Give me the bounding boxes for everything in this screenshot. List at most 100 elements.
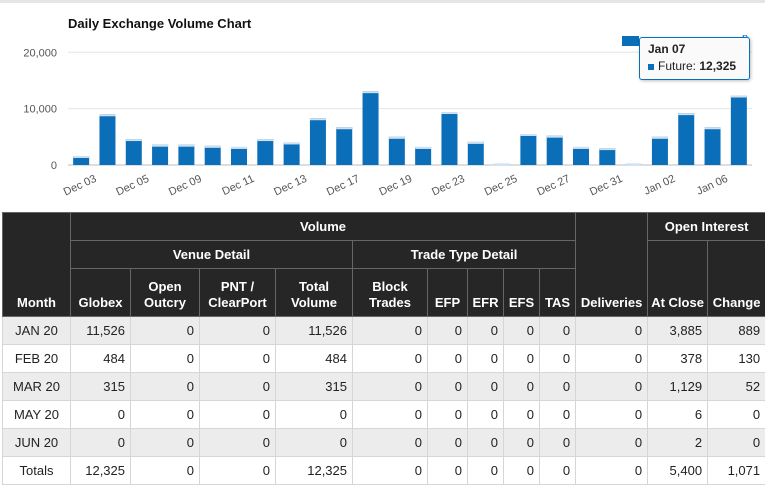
bar: [125, 139, 142, 165]
bar: [520, 134, 537, 165]
table-cell: 0: [575, 372, 649, 401]
table-cell: 0: [427, 428, 468, 457]
row-label: FEB 20: [2, 344, 71, 373]
bar: [573, 146, 589, 165]
bar-cap: [625, 163, 642, 166]
x-tick-label: Dec 27: [535, 173, 572, 199]
table-row: Totals 12,325 0 0 12,325 0 0 0 0 0 0 5,400 1,071: [2, 456, 765, 485]
table-cell: 0: [130, 316, 200, 345]
bar: [415, 146, 432, 165]
bar-cap: [573, 146, 589, 149]
table-cell: 0: [538, 400, 577, 429]
table-cell: 0: [503, 372, 540, 401]
table-cell: 0: [352, 316, 428, 345]
table-cell: 0: [538, 316, 577, 345]
table-cell: 0: [467, 372, 504, 401]
bar-cap: [388, 136, 405, 139]
x-tick-label: Dec 25: [483, 173, 520, 199]
bar: [73, 155, 90, 165]
x-tick-label: Dec 17: [325, 173, 362, 199]
bar: [651, 136, 668, 165]
table-cell: 0: [467, 400, 504, 429]
bar-cap: [362, 91, 379, 94]
table-cell: 2: [647, 428, 709, 457]
table-cell: 0: [130, 428, 200, 457]
table-cell: 0: [575, 400, 649, 429]
bar-cap: [494, 163, 511, 166]
table-row: MAY 20 0 0 0 0 0 0 0 0 0 0 6 0: [2, 400, 765, 429]
table-cell: 6: [647, 400, 709, 429]
bar-cap: [651, 136, 668, 139]
bar: [178, 144, 195, 165]
table-cell: 315: [70, 372, 131, 401]
bar-cap: [309, 118, 326, 121]
table-body: JAN 20 11,526 0 0 11,526 0 0 0 0 0 0 3,885 889 FEB 20…: [2, 316, 765, 485]
row-label: JUN 20: [2, 428, 71, 457]
table-cell: 0: [503, 344, 540, 373]
bar: [283, 142, 300, 165]
legend-swatch[interactable]: [622, 36, 639, 46]
bar-cap: [125, 139, 142, 142]
table-cell: 0: [575, 428, 649, 457]
tooltip-series-marker: [648, 63, 654, 70]
bar: [152, 144, 169, 165]
table-cell: 1,071: [707, 456, 765, 485]
table-cell: 0: [427, 372, 468, 401]
row-label: Totals: [2, 456, 71, 485]
table-cell: 3,885: [647, 316, 709, 345]
bar: [309, 118, 326, 165]
table-cell: 0: [538, 372, 577, 401]
table-cell: 12,325: [70, 456, 131, 485]
group-open-interest: Open Interest: [647, 212, 765, 241]
table-cell: 0: [467, 428, 504, 457]
bar-cap: [283, 142, 300, 145]
table-cell: 0: [503, 456, 540, 485]
y-tick-label: 10,000: [23, 104, 57, 116]
bar-cap: [415, 146, 432, 149]
daily-volume-chart: Daily Exchange Volume Chart 0 10,000 20,00…: [0, 3, 765, 210]
y-tick-label: 20,000: [23, 47, 57, 59]
table-cell: 0: [427, 400, 468, 429]
tooltip-value: 12,325: [699, 59, 737, 73]
col-efp: EFP: [427, 268, 468, 317]
x-tick-label: Dec 19: [377, 173, 414, 199]
table-cell: 0: [503, 428, 540, 457]
x-tick-label: Dec 23: [430, 173, 467, 199]
table-cell: 0: [467, 456, 504, 485]
bar-cap: [546, 135, 563, 138]
table-cell: 0: [352, 372, 428, 401]
col-month: Month: [2, 212, 71, 317]
chart-title: Daily Exchange Volume Chart: [68, 16, 252, 31]
col-total-volume: Total Volume: [275, 268, 353, 317]
table-cell: 0: [130, 400, 200, 429]
x-tick-label: Dec 11: [220, 173, 256, 198]
table-row: MAR 20 315 0 0 315 0 0 0 0 0 0 1,129 52: [2, 372, 765, 401]
table-cell: 0: [199, 428, 276, 457]
x-tick-label: Jan 06: [695, 173, 730, 198]
bar-cap: [257, 139, 274, 142]
col-efr: EFR: [467, 268, 504, 317]
top-divider: [0, 0, 765, 3]
bar: [231, 146, 247, 165]
col-deliveries: Deliveries: [575, 212, 649, 317]
table-cell: 0: [130, 372, 200, 401]
table-cell: 0: [352, 344, 428, 373]
table-cell: 0: [199, 400, 276, 429]
volume-table: Month Volume Deliveries Open Interest Ve…: [2, 212, 765, 485]
col-change: Change: [707, 240, 765, 317]
table-cell: 0: [503, 400, 540, 429]
bar: [546, 135, 563, 165]
table-cell: 11,526: [70, 316, 131, 345]
table-cell: 0: [199, 316, 276, 345]
x-tick-label: Dec 09: [167, 173, 204, 199]
table-row: JUN 20 0 0 0 0 0 0 0 0 0 0 2 0: [2, 428, 765, 457]
bar-cap: [231, 146, 247, 149]
col-at-close: At Close: [647, 240, 709, 317]
bar: [99, 114, 116, 165]
table-cell: 0: [467, 344, 504, 373]
col-pnt-clearport: PNT / ClearPort: [199, 268, 276, 317]
table-cell: 0: [275, 428, 353, 457]
table-cell: 0: [70, 428, 131, 457]
table-cell: 52: [707, 372, 765, 401]
table-cell: 0: [538, 428, 577, 457]
